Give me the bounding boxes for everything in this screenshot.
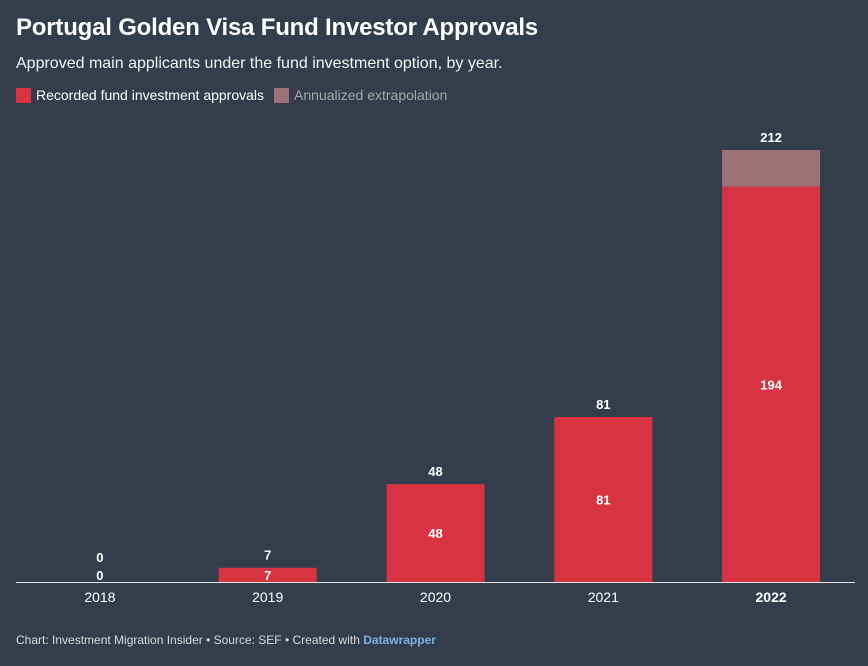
chart-title: Portugal Golden Visa Fund Investor Appro…	[16, 14, 538, 41]
x-tick-label-2018: 2018	[84, 589, 115, 605]
legend-swatch-recorded	[16, 87, 31, 103]
datawrapper-link[interactable]: Datawrapper	[363, 633, 436, 647]
bar-2019-series-1	[218, 567, 317, 582]
legend-swatch-extrapolation	[274, 87, 290, 103]
bar-value-label-2018: 0	[96, 568, 103, 583]
bar-total-label-2022: 212	[760, 130, 782, 145]
bar-value-label-2021: 81	[596, 492, 610, 507]
bar-2022-series-1	[722, 186, 821, 582]
legend-item-recorded: Recorded fund investment approvals	[16, 87, 264, 103]
bar-value-label-2019: 7	[264, 568, 271, 583]
bar-total-label-2018: 0	[96, 550, 103, 565]
legend: Recorded fund investment approvals Annua…	[16, 87, 457, 103]
bar-chart: 0 0 2018 7 7 2019 48 48 2020 81 81 2021 194 212 2022	[16, 130, 855, 605]
legend-label-recorded: Recorded fund investment approvals	[36, 87, 265, 103]
x-tick-label-2020: 2020	[420, 589, 451, 605]
chart-footer: Chart: Investment Migration Insider • So…	[16, 633, 436, 647]
chart-subtitle: Approved main applicants under the fund …	[16, 55, 503, 72]
legend-item-extrapolation: Annualized extrapolation	[274, 87, 447, 103]
bar-value-label-2020: 48	[428, 526, 442, 541]
bar-value-label-2022: 194	[760, 377, 782, 392]
bar-total-label-2020: 48	[428, 464, 442, 479]
footer-credits: Chart: Investment Migration Insider • So…	[16, 633, 364, 647]
x-tick-label-2019: 2019	[252, 589, 283, 605]
bar-total-label-2019: 7	[264, 548, 271, 563]
legend-label-extrapolation: Annualized extrapolation	[294, 87, 448, 103]
bar-2021-series-1	[554, 416, 653, 582]
bar-total-label-2021: 81	[596, 397, 610, 412]
bar-2022-series-2	[722, 150, 821, 187]
x-tick-label-2022: 2022	[756, 589, 787, 605]
x-tick-label-2021: 2021	[588, 589, 619, 605]
bar-2020-series-1	[386, 484, 485, 582]
